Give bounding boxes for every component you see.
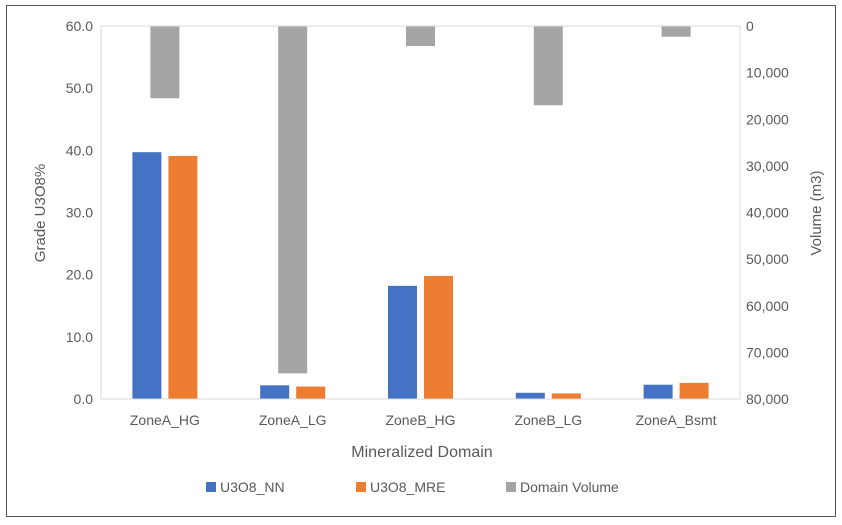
legend-item-domain-volume-swatch	[506, 482, 516, 492]
x-tick-label: ZoneB_HG	[385, 412, 455, 428]
x-tick-label: ZoneA_LG	[259, 412, 327, 428]
y2-tick-label: 10,000	[746, 65, 789, 81]
y2-tick-label: 50,000	[746, 251, 789, 267]
plot-border	[100, 25, 741, 400]
bar-domain-volume	[150, 26, 180, 99]
legend-item-u3o8-mre-label: U3O8_MRE	[370, 479, 445, 495]
chart-frame: 0.0 10.0 20.0 30.0 40.0 50.0 60.0 0 10,000 20,000…	[6, 5, 836, 517]
x-axis-title: Mineralized Domain	[351, 444, 492, 461]
bar-u3o8-mre	[679, 382, 709, 399]
x-tick-label: ZoneA_Bsmt	[636, 412, 717, 428]
y-tick-label: 20.0	[66, 267, 93, 283]
y-axis-title: Grade U3O8%	[32, 164, 49, 262]
bar-u3o8-nn	[260, 385, 290, 399]
y-tick-label: 60.0	[66, 18, 93, 34]
bar-domain-volume	[406, 26, 435, 47]
x-tick-label: ZoneB_LG	[514, 412, 582, 428]
y2-tick-label: 0	[746, 18, 754, 34]
y2-tick-label: 80,000	[746, 391, 789, 407]
y2-tick-label: 70,000	[746, 344, 789, 360]
bar-u3o8-mre	[168, 155, 198, 399]
legend: U3O8_NN U3O8_MRE Domain Volume	[206, 479, 619, 495]
bar-u3o8-mre	[296, 386, 326, 399]
bar-u3o8-nn	[643, 384, 673, 399]
legend-item-u3o8-nn-swatch	[206, 482, 216, 492]
chart: 0.0 10.0 20.0 30.0 40.0 50.0 60.0 0 10,000 20,000…	[32, 18, 825, 495]
y2-axis-title: Volume (m3)	[808, 170, 825, 255]
y2-tick-label: 30,000	[746, 158, 789, 174]
y2-tick-label: 60,000	[746, 298, 789, 314]
bar-domain-volume	[278, 26, 308, 374]
bar-u3o8-nn	[515, 392, 545, 399]
plot-area	[132, 26, 709, 399]
bar-u3o8-mre	[424, 275, 453, 399]
bar-domain-volume	[661, 26, 691, 37]
legend-item-u3o8-mre-swatch	[356, 482, 366, 492]
legend-item-u3o8-nn-label: U3O8_NN	[220, 479, 285, 495]
y-tick-label: 50.0	[66, 80, 93, 96]
legend-item-domain-volume-label: Domain Volume	[520, 479, 619, 495]
y-tick-label: 10.0	[66, 329, 93, 345]
bar-u3o8-nn	[132, 152, 162, 399]
y2-tick-label: 20,000	[746, 111, 789, 127]
y2-tick-label: 40,000	[746, 205, 789, 221]
x-tick-label: ZoneA_HG	[130, 412, 200, 428]
y-tick-label: 40.0	[66, 142, 93, 158]
y-tick-label: 30.0	[66, 205, 93, 221]
bar-u3o8-nn	[388, 285, 417, 399]
axes: 0.0 10.0 20.0 30.0 40.0 50.0 60.0 0 10,000 20,000…	[66, 18, 789, 428]
bar-u3o8-mre	[551, 393, 581, 399]
bar-domain-volume	[533, 26, 563, 106]
y-tick-label: 0.0	[74, 391, 94, 407]
